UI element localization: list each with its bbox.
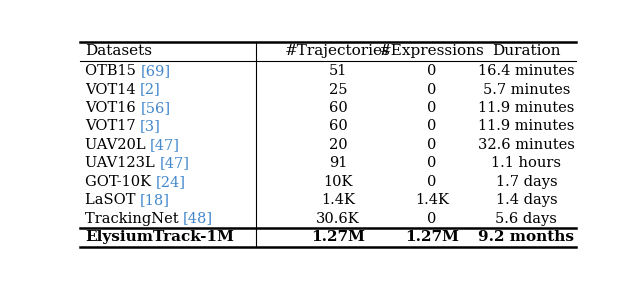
Text: [48]: [48] xyxy=(183,211,213,225)
Text: #Trajectories: #Trajectories xyxy=(285,44,391,58)
Text: Duration: Duration xyxy=(492,44,561,58)
Text: TrackingNet: TrackingNet xyxy=(85,211,183,225)
Text: 16.4 minutes: 16.4 minutes xyxy=(478,64,575,78)
Text: UAV123L: UAV123L xyxy=(85,156,159,170)
Text: 10K: 10K xyxy=(323,175,353,189)
Text: 25: 25 xyxy=(329,83,347,97)
Text: 60: 60 xyxy=(328,119,348,133)
Text: VOT17: VOT17 xyxy=(85,119,140,133)
Text: [56]: [56] xyxy=(140,101,170,115)
Text: GOT-10K: GOT-10K xyxy=(85,175,156,189)
Text: 0: 0 xyxy=(428,64,437,78)
Text: 11.9 minutes: 11.9 minutes xyxy=(478,101,575,115)
Text: 0: 0 xyxy=(428,156,437,170)
Text: 60: 60 xyxy=(328,101,348,115)
Text: [69]: [69] xyxy=(140,64,171,78)
Text: Datasets: Datasets xyxy=(85,44,152,58)
Text: [18]: [18] xyxy=(140,193,170,207)
Text: 11.9 minutes: 11.9 minutes xyxy=(478,119,575,133)
Text: 1.1 hours: 1.1 hours xyxy=(492,156,561,170)
Text: LaSOT: LaSOT xyxy=(85,193,140,207)
Text: 1.27M: 1.27M xyxy=(311,230,365,245)
Text: 0: 0 xyxy=(428,83,437,97)
Text: [47]: [47] xyxy=(159,156,189,170)
Text: VOT14: VOT14 xyxy=(85,83,140,97)
Text: 5.7 minutes: 5.7 minutes xyxy=(483,83,570,97)
Text: 1.4 days: 1.4 days xyxy=(495,193,557,207)
Text: 0: 0 xyxy=(428,211,437,225)
Text: 0: 0 xyxy=(428,119,437,133)
Text: #Expressions: #Expressions xyxy=(380,44,485,58)
Text: ElysiumTrack-1M: ElysiumTrack-1M xyxy=(85,230,234,245)
Text: 0: 0 xyxy=(428,101,437,115)
Text: 0: 0 xyxy=(428,138,437,152)
Text: 1.4K: 1.4K xyxy=(415,193,449,207)
Text: 5.6 days: 5.6 days xyxy=(495,211,557,225)
Text: 0: 0 xyxy=(428,175,437,189)
Text: 91: 91 xyxy=(329,156,347,170)
Text: 30.6K: 30.6K xyxy=(316,211,360,225)
Text: 20: 20 xyxy=(328,138,348,152)
Text: [47]: [47] xyxy=(150,138,180,152)
Text: 1.7 days: 1.7 days xyxy=(495,175,557,189)
Text: VOT16: VOT16 xyxy=(85,101,140,115)
Text: [2]: [2] xyxy=(140,83,161,97)
Text: [3]: [3] xyxy=(140,119,161,133)
Text: 1.27M: 1.27M xyxy=(405,230,459,245)
Text: OTB15: OTB15 xyxy=(85,64,140,78)
Text: 9.2 months: 9.2 months xyxy=(479,230,575,245)
Text: UAV20L: UAV20L xyxy=(85,138,150,152)
Text: [24]: [24] xyxy=(156,175,186,189)
Text: 51: 51 xyxy=(329,64,347,78)
Text: 1.4K: 1.4K xyxy=(321,193,355,207)
Text: 32.6 minutes: 32.6 minutes xyxy=(478,138,575,152)
